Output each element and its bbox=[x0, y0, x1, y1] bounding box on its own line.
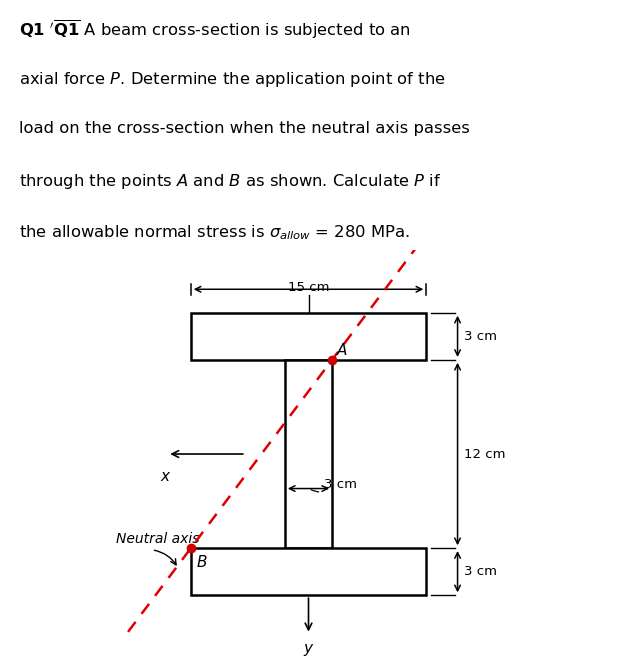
Text: $\mathbf{Q1}$ $'\overline{\mathbf{Q1}}$ A beam cross-section is subjected to an: $\mathbf{Q1}$ $'\overline{\mathbf{Q1}}$ … bbox=[19, 18, 410, 41]
Text: 12 cm: 12 cm bbox=[464, 447, 505, 461]
Text: axial force $P$. Determine the application point of the: axial force $P$. Determine the applicati… bbox=[19, 70, 445, 89]
Text: the allowable normal stress is $\sigma_\mathit{allow}$ = 280 MPa.: the allowable normal stress is $\sigma_\… bbox=[19, 224, 409, 242]
Text: Neutral axis: Neutral axis bbox=[115, 532, 199, 547]
Text: $x$: $x$ bbox=[160, 469, 172, 484]
Text: $B$: $B$ bbox=[196, 555, 208, 570]
Text: $y$: $y$ bbox=[303, 642, 314, 658]
Text: $A$: $A$ bbox=[336, 342, 348, 357]
Text: 3 cm: 3 cm bbox=[311, 478, 357, 492]
Bar bbox=[191, 548, 426, 595]
Text: 3 cm: 3 cm bbox=[464, 565, 497, 578]
Text: load on the cross-section when the neutral axis passes: load on the cross-section when the neutr… bbox=[19, 121, 470, 136]
Text: 3 cm: 3 cm bbox=[464, 330, 497, 343]
Bar bbox=[191, 313, 426, 360]
Bar bbox=[285, 360, 332, 548]
Text: through the points $A$ and $B$ as shown. Calculate $P$ if: through the points $A$ and $B$ as shown.… bbox=[19, 172, 441, 191]
Text: 15 cm: 15 cm bbox=[288, 280, 329, 293]
